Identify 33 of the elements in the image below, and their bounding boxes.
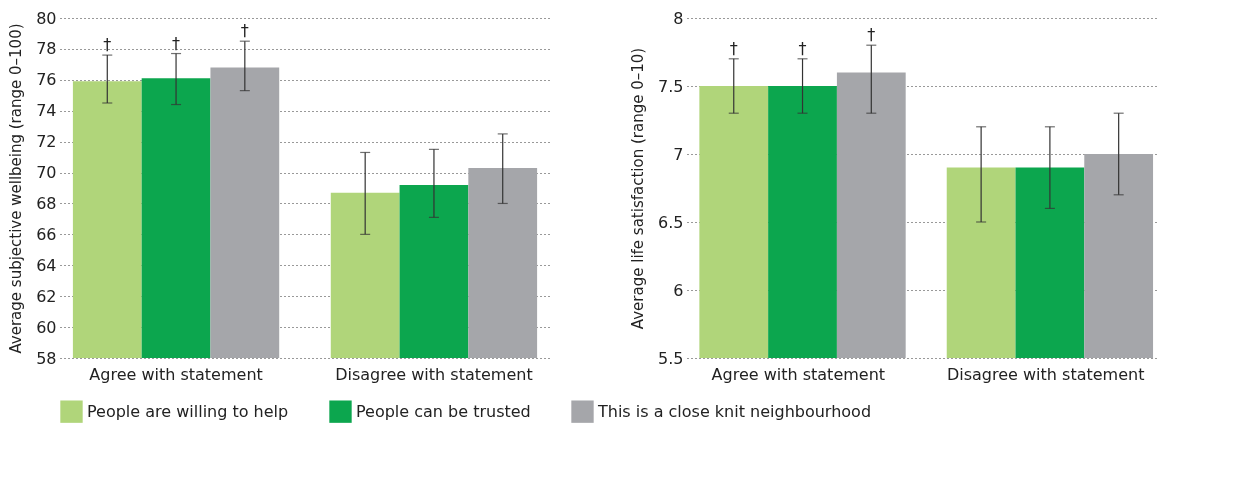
y-axis-title: Average life satisfaction (range 0–10) bbox=[629, 47, 648, 330]
y-tick-label: 76 bbox=[36, 70, 57, 90]
x-tick-label: Agree with statement bbox=[89, 364, 263, 384]
y-tick-label: 78 bbox=[36, 39, 57, 59]
data-label: † bbox=[103, 35, 112, 55]
legend-label: This is a close knit neighbourhood bbox=[597, 401, 872, 421]
y-tick-label: 62 bbox=[36, 286, 57, 306]
y-tick-label: 60 bbox=[36, 317, 57, 337]
y-tick-label: 6 bbox=[673, 280, 684, 300]
data-label: † bbox=[867, 25, 876, 45]
y-tick-label: 7 bbox=[673, 144, 684, 164]
y-tick-label: 58 bbox=[36, 348, 57, 368]
data-label: † bbox=[172, 33, 181, 53]
y-tick-label: 72 bbox=[36, 132, 57, 152]
x-tick-label: Disagree with statement bbox=[335, 364, 533, 384]
y-axis-title: Average subjective wellbeing (range 0–100) bbox=[7, 23, 26, 354]
y-tick-label: 6.5 bbox=[658, 212, 684, 232]
y-tick-label: 66 bbox=[36, 224, 57, 244]
data-label: † bbox=[798, 38, 807, 58]
y-tick-label: 68 bbox=[36, 193, 57, 213]
y-tick-label: 5.5 bbox=[658, 348, 684, 368]
data-label: † bbox=[240, 21, 249, 41]
y-tick-label: 7.5 bbox=[658, 76, 684, 96]
y-tick-label: 80 bbox=[36, 8, 57, 28]
y-tick-label: 74 bbox=[36, 101, 57, 121]
data-label: † bbox=[729, 38, 738, 58]
y-tick-label: 8 bbox=[673, 8, 684, 28]
y-tick-label: 70 bbox=[36, 163, 57, 183]
x-tick-label: Disagree with statement bbox=[946, 364, 1145, 384]
legend-label: People can be trusted bbox=[356, 401, 531, 421]
legend-label: People are willing to help bbox=[87, 401, 289, 421]
y-tick-label: 64 bbox=[36, 255, 57, 275]
x-tick-label: Agree with statement bbox=[711, 364, 886, 384]
